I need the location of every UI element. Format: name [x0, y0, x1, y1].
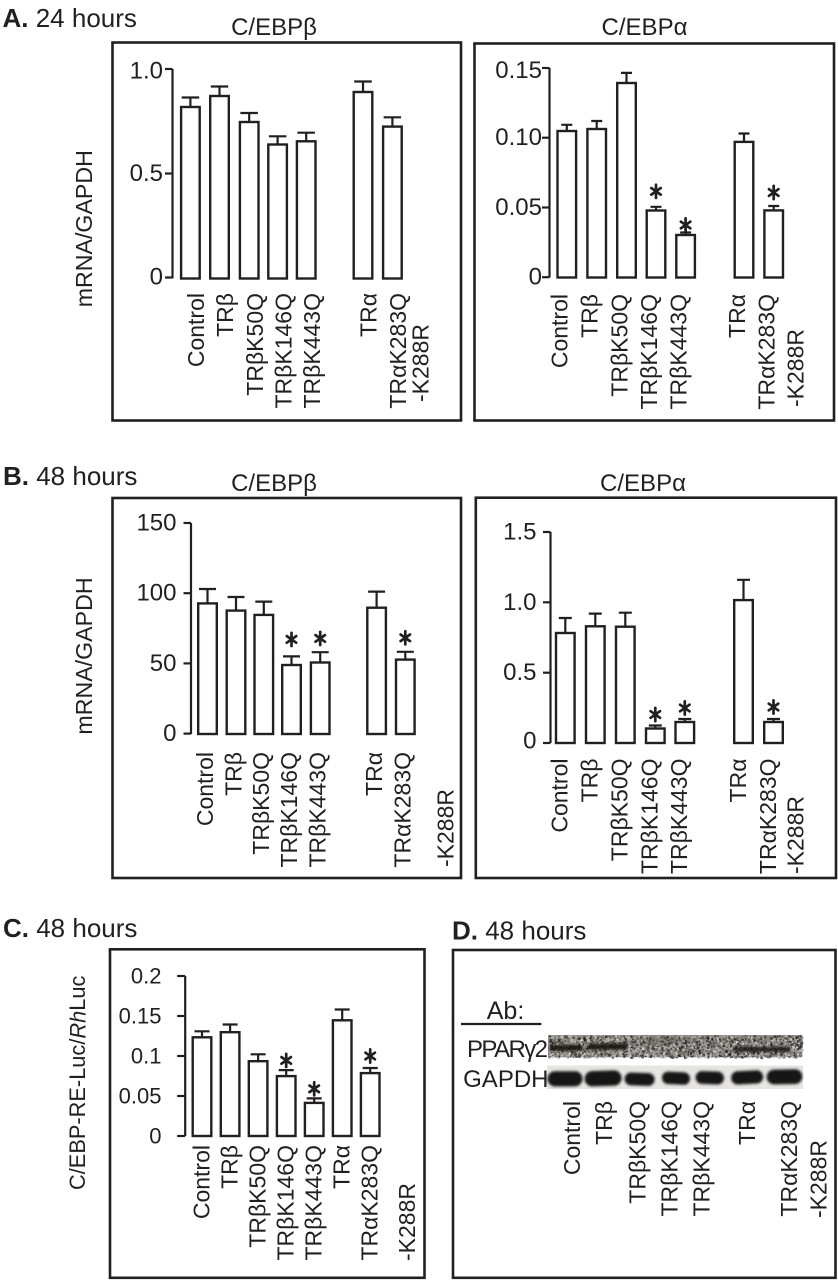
- svg-text:TRβK50Q: TRβK50Q: [242, 293, 268, 396]
- svg-text:GAPDH: GAPDH: [463, 1066, 548, 1093]
- svg-text:150: 150: [136, 510, 176, 537]
- svg-text:Control: Control: [547, 294, 573, 368]
- svg-text:TRβK443Q: TRβK443Q: [666, 294, 692, 410]
- svg-text:TRβK50Q: TRβK50Q: [248, 752, 274, 855]
- svg-text:TRβK50Q: TRβK50Q: [607, 759, 633, 862]
- svg-text:TRβK443Q: TRβK443Q: [689, 1101, 715, 1217]
- svg-text:Control: Control: [183, 293, 209, 367]
- svg-text:TRαK283Q: TRαK283Q: [385, 293, 411, 409]
- svg-text:C. 48 hours: C. 48 hours: [3, 913, 137, 943]
- svg-text:TRβK146Q: TRβK146Q: [273, 1145, 299, 1261]
- svg-text:TRβ: TRβ: [577, 294, 603, 338]
- svg-text:TRβK443Q: TRβK443Q: [301, 1145, 327, 1261]
- svg-text:TRβK146Q: TRβK146Q: [276, 752, 302, 868]
- svg-text:TRαK283Q: TRαK283Q: [776, 1101, 802, 1217]
- svg-text:0.15: 0.15: [119, 1004, 162, 1029]
- svg-text:D. 48 hours: D. 48 hours: [452, 916, 586, 946]
- svg-text:TRαK283Q: TRαK283Q: [357, 1145, 383, 1261]
- svg-text:TRα: TRα: [724, 294, 750, 338]
- svg-text:TRα: TRα: [329, 1145, 355, 1189]
- svg-text:0.5: 0.5: [130, 160, 163, 187]
- svg-text:0.2: 0.2: [131, 964, 162, 989]
- svg-text:0: 0: [149, 1124, 161, 1149]
- svg-text:mRNA/GAPDH: mRNA/GAPDH: [71, 150, 97, 307]
- svg-text:TRβK50Q: TRβK50Q: [244, 1145, 270, 1248]
- svg-text:TRβ: TRβ: [591, 1101, 617, 1145]
- svg-text:TRβK146Q: TRβK146Q: [637, 759, 663, 875]
- svg-text:TRβ: TRβ: [212, 293, 238, 337]
- svg-text:C/EBPα: C/EBPα: [602, 14, 688, 41]
- svg-text:-K288R: -K288R: [394, 1183, 420, 1261]
- svg-text:TRα: TRα: [734, 1101, 760, 1145]
- svg-text:0.10: 0.10: [495, 124, 542, 151]
- svg-text:1.0: 1.0: [130, 58, 163, 85]
- svg-text:TRβK443Q: TRβK443Q: [299, 293, 325, 409]
- svg-text:PPARγ2: PPARγ2: [467, 1036, 548, 1063]
- svg-text:TRαK283Q: TRαK283Q: [754, 294, 780, 410]
- svg-text:0.15: 0.15: [495, 57, 542, 84]
- svg-text:mRNA/GAPDH: mRNA/GAPDH: [71, 577, 97, 734]
- svg-text:A. 24 hours: A. 24 hours: [3, 3, 137, 33]
- svg-text:Control: Control: [547, 759, 573, 833]
- svg-text:0: 0: [523, 728, 536, 755]
- svg-text:-K288R: -K288R: [783, 329, 809, 407]
- svg-text:0: 0: [529, 264, 542, 291]
- svg-text:TRαK283Q: TRαK283Q: [755, 759, 781, 875]
- svg-text:-K288R: -K288R: [806, 1140, 832, 1218]
- svg-text:0.1: 0.1: [131, 1044, 162, 1069]
- svg-text:Control: Control: [188, 1145, 214, 1219]
- svg-text:50: 50: [150, 650, 177, 677]
- svg-text:B. 48 hours: B. 48 hours: [3, 461, 137, 491]
- svg-text:C/EBPα: C/EBPα: [600, 470, 686, 497]
- svg-text:TRβK146Q: TRβK146Q: [636, 294, 662, 410]
- svg-text:C/EBP-RE-Luc/RhLuc: C/EBP-RE-Luc/RhLuc: [65, 975, 90, 1190]
- svg-text:-K288R: -K288R: [408, 324, 434, 402]
- svg-text:Control: Control: [559, 1101, 585, 1175]
- svg-text:TRβK146Q: TRβK146Q: [270, 293, 296, 409]
- svg-text:TRβ: TRβ: [577, 759, 603, 803]
- svg-text:TRα: TRα: [361, 752, 387, 796]
- svg-text:TRβK50Q: TRβK50Q: [625, 1101, 651, 1204]
- svg-text:TRβK443Q: TRβK443Q: [305, 752, 331, 868]
- svg-text:TRα: TRα: [356, 293, 382, 337]
- svg-text:0: 0: [163, 720, 176, 747]
- svg-text:-K288R: -K288R: [783, 796, 809, 874]
- svg-text:C/EBPβ: C/EBPβ: [231, 14, 317, 41]
- svg-text:0.05: 0.05: [119, 1084, 162, 1109]
- svg-text:C/EBPβ: C/EBPβ: [231, 470, 317, 497]
- svg-text:-K288R: -K288R: [433, 789, 459, 867]
- svg-text:0: 0: [150, 264, 163, 291]
- svg-text:TRαK283Q: TRαK283Q: [390, 752, 416, 868]
- svg-text:TRβK50Q: TRβK50Q: [606, 294, 632, 397]
- svg-text:1.5: 1.5: [503, 519, 536, 546]
- svg-text:100: 100: [136, 580, 176, 607]
- svg-text:TRβ: TRβ: [220, 752, 246, 796]
- svg-text:1.0: 1.0: [503, 589, 536, 616]
- svg-text:Ab:: Ab:: [487, 997, 525, 1025]
- svg-text:TRβ: TRβ: [216, 1145, 242, 1189]
- svg-text:TRβK443Q: TRβK443Q: [666, 759, 692, 875]
- svg-text:TRα: TRα: [725, 759, 751, 803]
- svg-text:Control: Control: [192, 752, 218, 826]
- svg-text:0.05: 0.05: [495, 194, 542, 221]
- svg-text:0.5: 0.5: [503, 659, 536, 686]
- svg-text:TRβK146Q: TRβK146Q: [657, 1101, 683, 1217]
